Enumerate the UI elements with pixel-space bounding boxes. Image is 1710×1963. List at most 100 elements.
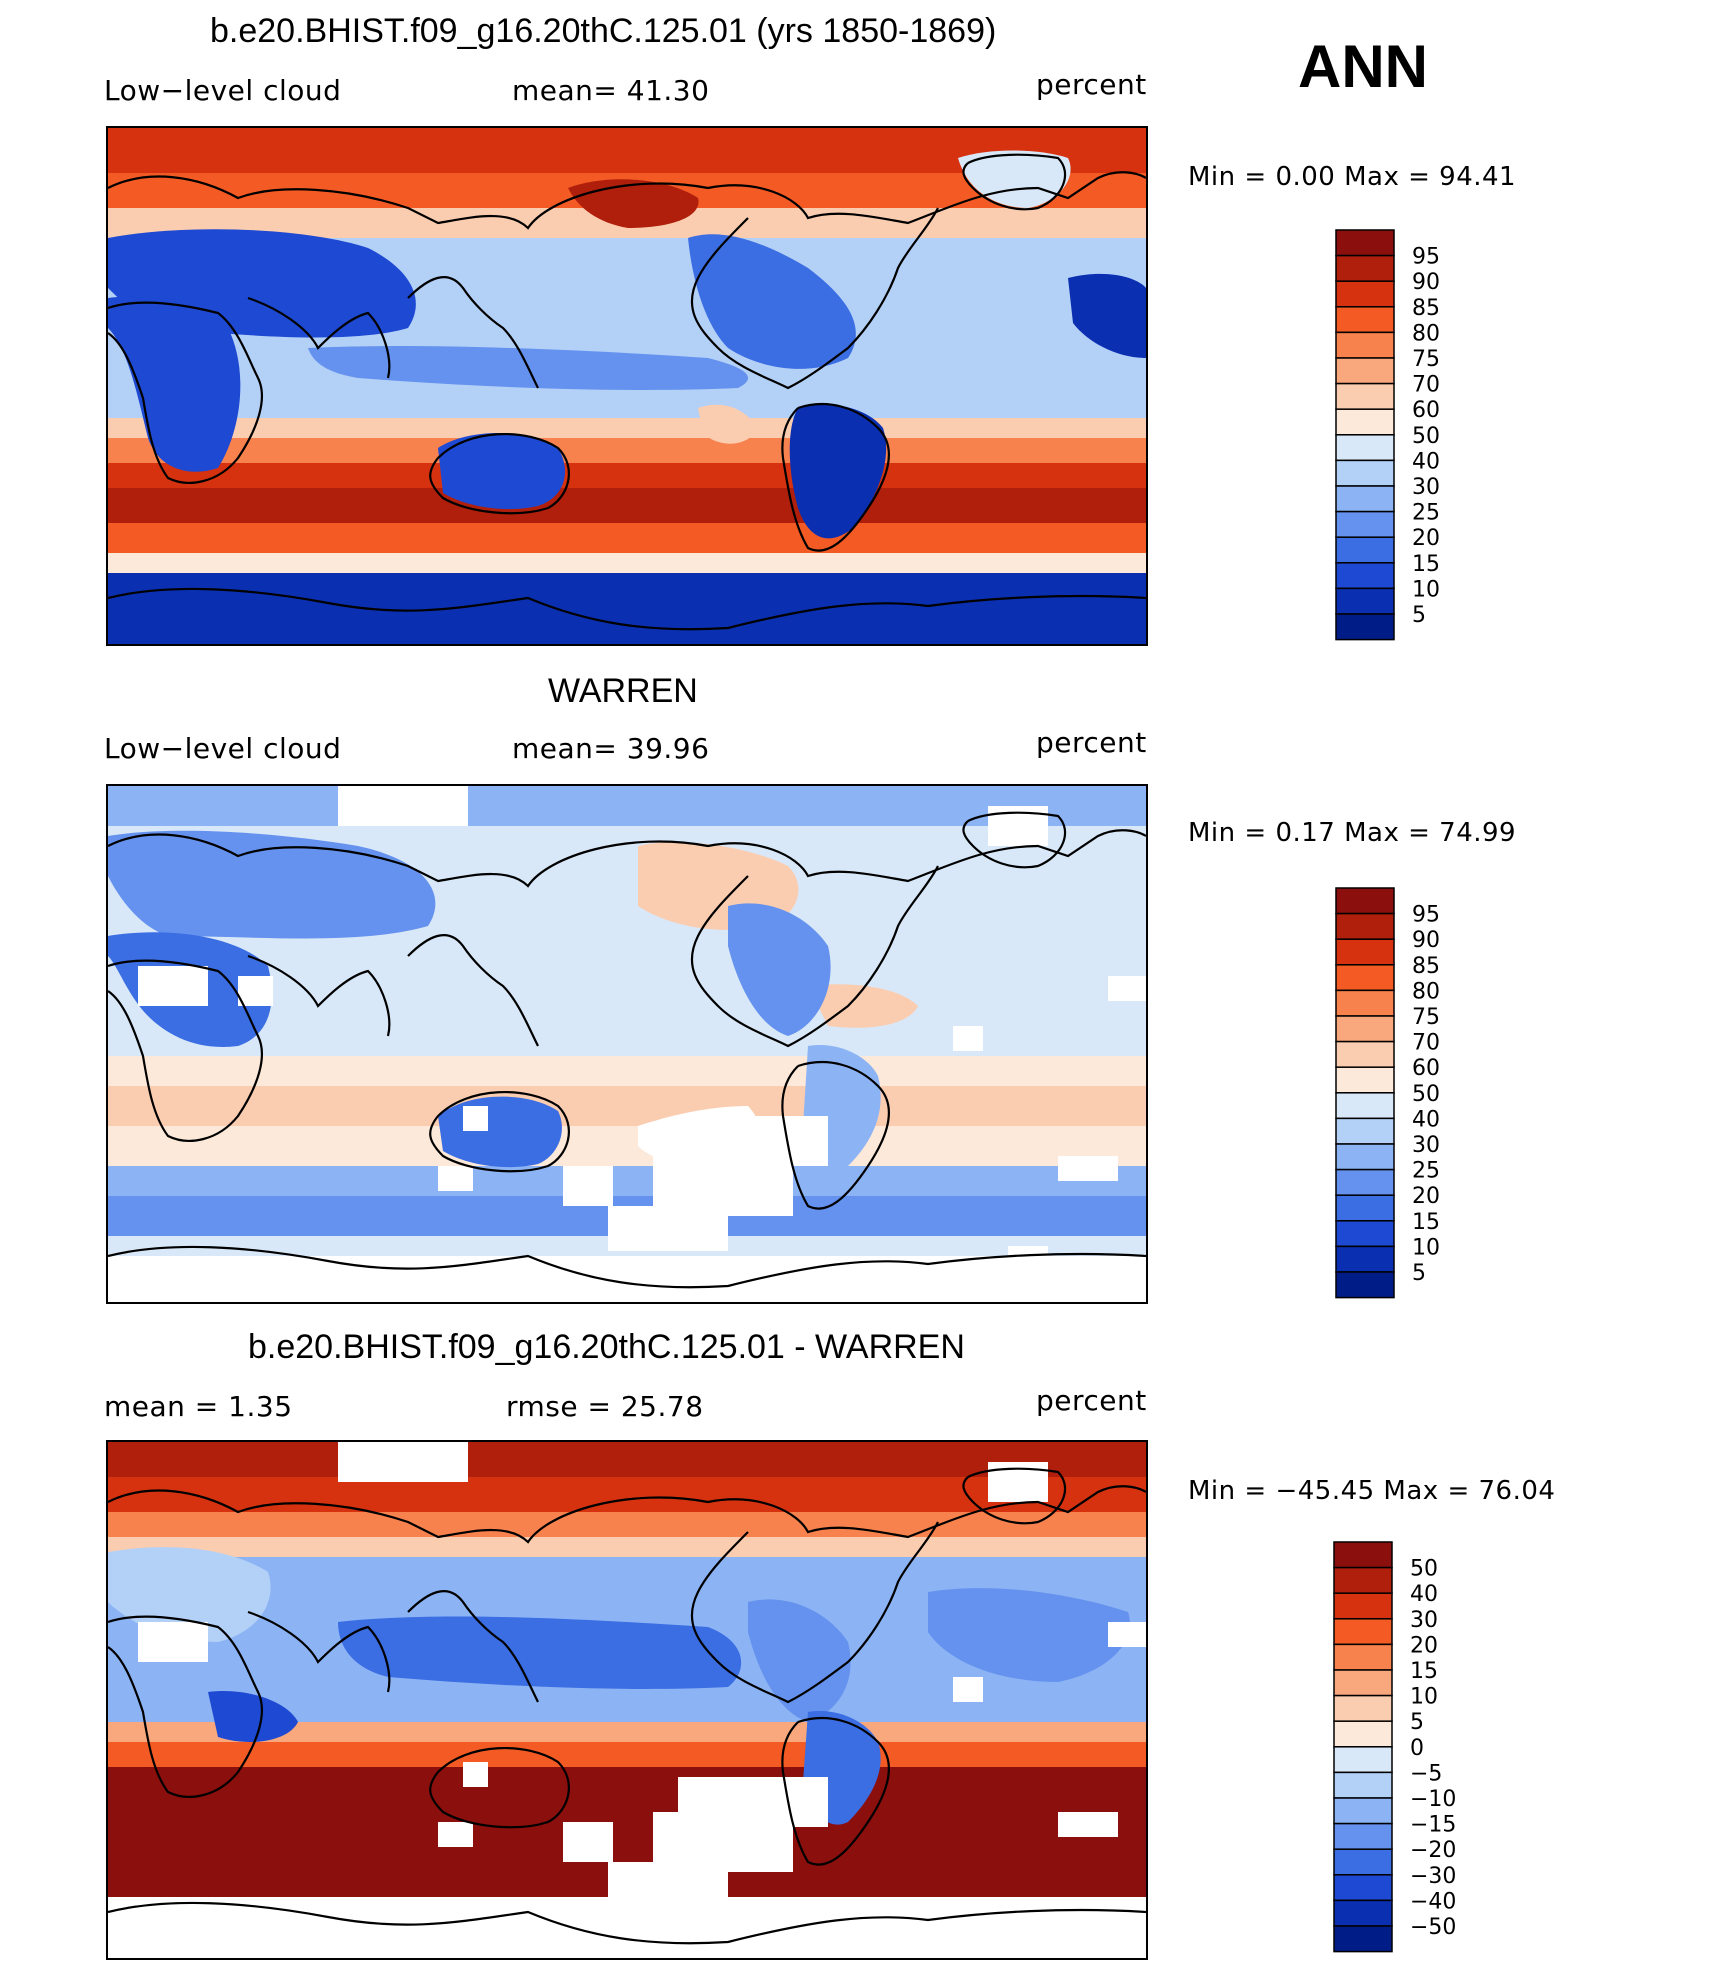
- coastline: [247, 1610, 391, 1693]
- colorbar-swatch: [1335, 938, 1395, 966]
- coastline: [781, 1061, 890, 1210]
- colorbar-tick-label: 5: [1410, 1710, 1424, 1735]
- field-region: [688, 234, 856, 369]
- field-region: [928, 1588, 1130, 1682]
- colorbar-tick-label: 75: [1412, 1005, 1440, 1030]
- colorbar-tick-label: 75: [1412, 347, 1440, 372]
- field-region: [108, 830, 436, 939]
- colorbar-tick-label: 50: [1412, 424, 1440, 449]
- field-region: [748, 1599, 851, 1722]
- panel-2-map: [106, 784, 1148, 1304]
- coastline: [407, 1590, 539, 1703]
- field-cell: [1058, 1812, 1118, 1837]
- colorbar-tick-label: −50: [1410, 1915, 1456, 1940]
- colorbar-swatch: [1333, 1720, 1393, 1748]
- colorbar-swatch: [1335, 510, 1395, 538]
- colorbar-swatch: [1335, 1143, 1395, 1171]
- colorbar-swatch: [1335, 229, 1395, 257]
- field-band: [108, 1477, 1146, 1517]
- field-cell: [338, 786, 468, 826]
- season-label: ANN: [1298, 33, 1428, 100]
- coastline: [108, 829, 1146, 888]
- colorbar-tick-label: 50: [1410, 1557, 1438, 1582]
- colorbar-swatch: [1335, 1040, 1395, 1068]
- colorbar-tick-label: 30: [1412, 475, 1440, 500]
- colorbar-swatch: [1335, 280, 1395, 308]
- field-cell: [1108, 1622, 1146, 1647]
- field-cell: [463, 1762, 488, 1787]
- field-region: [1068, 273, 1146, 358]
- colorbar-tick-label: 10: [1412, 1235, 1440, 1260]
- colorbar-swatch: [1333, 1771, 1393, 1799]
- colorbar-tick-label: −15: [1410, 1813, 1456, 1838]
- colorbar-tick-label: 40: [1412, 449, 1440, 474]
- coastline: [108, 171, 1146, 230]
- colorbar-tick-label: −10: [1410, 1787, 1456, 1812]
- panel-2-center-label: mean= 39.96: [512, 732, 710, 765]
- field-cell: [108, 1897, 1146, 1958]
- coastline: [781, 1717, 890, 1866]
- panel-3-map: [106, 1440, 1148, 1960]
- colorbar-tick-label: 40: [1412, 1107, 1440, 1132]
- field-region: [808, 984, 918, 1028]
- panel-3-units: percent: [1036, 1384, 1147, 1417]
- colorbar-tick-label: 5: [1412, 1261, 1426, 1286]
- colorbar-tick-label: 95: [1412, 903, 1440, 928]
- colorbar-tick-label: 20: [1412, 1184, 1440, 1209]
- colorbar-swatch: [1333, 1822, 1393, 1850]
- colorbar-tick-label: 15: [1410, 1659, 1438, 1684]
- coastline: [108, 1485, 1146, 1544]
- coastline: [407, 276, 539, 389]
- panel-3-center-label: rmse = 25.78: [506, 1390, 704, 1423]
- field-cell: [338, 1442, 468, 1482]
- colorbar-swatch: [1335, 536, 1395, 564]
- field-cell: [953, 1026, 983, 1051]
- colorbar-tick-label: 85: [1412, 954, 1440, 979]
- field-cell: [108, 1256, 1146, 1302]
- colorbar-tick-label: 25: [1412, 501, 1440, 526]
- colorbar-tick-label: 20: [1410, 1633, 1438, 1658]
- panel-3-min-max: Min = −45.45 Max = 76.04: [1188, 1476, 1556, 1506]
- colorbar-swatch: [1335, 306, 1395, 334]
- field-region: [208, 1691, 298, 1742]
- colorbar-tick-label: 70: [1412, 373, 1440, 398]
- colorbar-swatch: [1335, 1271, 1395, 1299]
- coastline: [429, 433, 570, 515]
- colorbar-swatch: [1335, 1168, 1395, 1196]
- colorbar-tick-label: 0: [1410, 1736, 1424, 1761]
- colorbar-swatch: [1333, 1592, 1393, 1620]
- field-region: [108, 296, 241, 472]
- field-cell: [563, 1822, 613, 1862]
- coastline: [108, 1901, 1146, 1945]
- field-band: [108, 553, 1146, 573]
- colorbar-swatch: [1333, 1694, 1393, 1722]
- field-cell: [438, 1822, 473, 1847]
- coastline: [429, 1747, 570, 1829]
- colorbar-swatch: [1333, 1618, 1393, 1646]
- field-region: [728, 903, 831, 1036]
- coastline: [690, 207, 939, 390]
- panel-1-center-label: mean= 41.30: [512, 74, 710, 107]
- panel-3-title: b.e20.BHIST.f09_g16.20thC.125.01 - WARRE…: [248, 1328, 965, 1366]
- field-cell: [238, 976, 273, 1006]
- field-region: [338, 1616, 742, 1689]
- colorbar-swatch: [1333, 1848, 1393, 1876]
- field-band: [108, 488, 1146, 528]
- colorbar-tick-label: 15: [1412, 552, 1440, 577]
- colorbar-swatch: [1333, 1566, 1393, 1594]
- field-region: [108, 1547, 271, 1642]
- colorbar-swatch: [1335, 408, 1395, 436]
- colorbar-swatch: [1333, 1874, 1393, 1902]
- coastline: [108, 1615, 263, 1798]
- colorbar-tick-label: 40: [1410, 1582, 1438, 1607]
- coastline: [108, 1245, 1146, 1289]
- coastline: [108, 959, 263, 1142]
- field-region: [438, 433, 566, 510]
- colorbar-swatch: [1333, 1899, 1393, 1927]
- colorbar-swatch: [1335, 912, 1395, 940]
- colorbar-swatch: [1335, 357, 1395, 385]
- field-cell: [1058, 1156, 1118, 1181]
- colorbar-swatch: [1335, 1092, 1395, 1120]
- colorbar-tick-label: 30: [1412, 1133, 1440, 1158]
- coastline: [247, 296, 391, 379]
